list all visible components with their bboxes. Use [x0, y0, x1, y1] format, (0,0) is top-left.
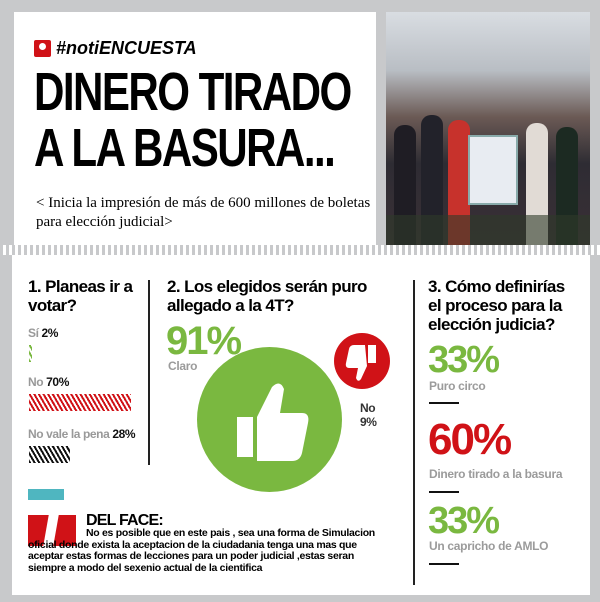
q3-label-3: Un capricho de AMLO: [429, 539, 549, 553]
headline: DINERO TIRADO A LA BASURA...: [34, 62, 352, 178]
divider: [429, 491, 459, 493]
q3-label-1: Puro circo: [429, 379, 486, 393]
face-title: DEL FACE:: [86, 512, 164, 529]
q2-title: 2. Los elegidos serán puro allegado a la…: [167, 277, 367, 315]
divider: [429, 563, 459, 565]
q1-title: 1. Planeas ir a votar?: [28, 277, 133, 315]
subtitle: < Inicia la impresión de más de 600 mill…: [36, 195, 371, 230]
q1-bar-no-vale: [29, 446, 70, 463]
headline-line2: A LA BASURA...: [34, 118, 336, 178]
q3-pct-3: 33%: [428, 500, 500, 542]
q1-bar-si: [29, 345, 32, 362]
thumbs-down-icon: [334, 333, 390, 389]
quote-icon: [28, 515, 76, 546]
news-photo: [386, 12, 590, 245]
q1-option-no: No 70%: [28, 375, 69, 389]
q2-yes-label: Claro: [168, 359, 198, 373]
q3-pct-1: 33%: [428, 339, 500, 381]
thumbs-up-icon: [197, 347, 342, 492]
q2-no: No 9%: [360, 401, 377, 429]
divider: [429, 402, 459, 404]
q3-title: 3. Cómo definirías el proceso para la el…: [428, 277, 565, 334]
hashtag: #notiENCUESTA: [34, 38, 197, 59]
header-panel: #notiENCUESTA DINERO TIRADO A LA BASURA..…: [14, 12, 376, 245]
user-icon: [34, 40, 51, 57]
face-comment: No es posible que en este pais , sea una…: [28, 527, 375, 574]
dashed-divider: [0, 245, 600, 255]
hashtag-text: #notiENCUESTA: [56, 38, 197, 58]
headline-line1: DINERO TIRADO: [34, 62, 352, 122]
survey-panel: 1. Planeas ir a votar? Sí 2% No 70% No v…: [12, 255, 590, 595]
q3-label-2: Dinero tirado a la basura: [429, 467, 563, 481]
q1-option-no-vale: No vale la pena 28%: [28, 427, 136, 441]
q2-yes-pct: 91%: [166, 319, 242, 363]
divider: [148, 280, 150, 465]
accent-bar: [28, 489, 64, 500]
q1-option-si: Sí 2%: [28, 326, 59, 340]
q1-bar-no: [29, 394, 131, 411]
divider: [413, 280, 415, 585]
q3-pct-2: 60%: [428, 415, 512, 464]
